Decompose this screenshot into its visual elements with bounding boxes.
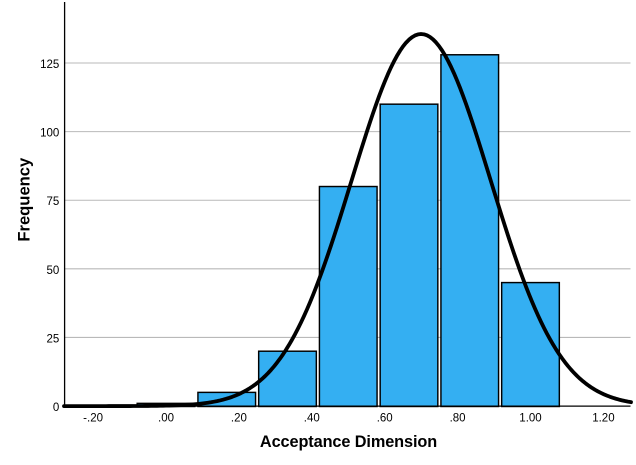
svg-text:Frequency: Frequency — [15, 157, 34, 242]
svg-text:1.00: 1.00 — [519, 413, 541, 425]
svg-text:75: 75 — [47, 196, 60, 208]
svg-text:.20: .20 — [231, 413, 247, 425]
svg-text:Acceptance Dimension: Acceptance Dimension — [260, 433, 437, 451]
svg-text:.00: .00 — [158, 413, 174, 425]
svg-text:25: 25 — [47, 334, 60, 346]
svg-text:.60: .60 — [377, 413, 393, 425]
svg-text:-.20: -.20 — [83, 413, 103, 425]
svg-text:.80: .80 — [450, 413, 466, 425]
svg-text:50: 50 — [47, 265, 60, 277]
svg-text:0: 0 — [53, 402, 59, 414]
svg-text:1.20: 1.20 — [592, 413, 614, 425]
svg-text:100: 100 — [40, 128, 59, 140]
svg-text:.40: .40 — [304, 413, 320, 425]
svg-text:125: 125 — [40, 59, 59, 71]
